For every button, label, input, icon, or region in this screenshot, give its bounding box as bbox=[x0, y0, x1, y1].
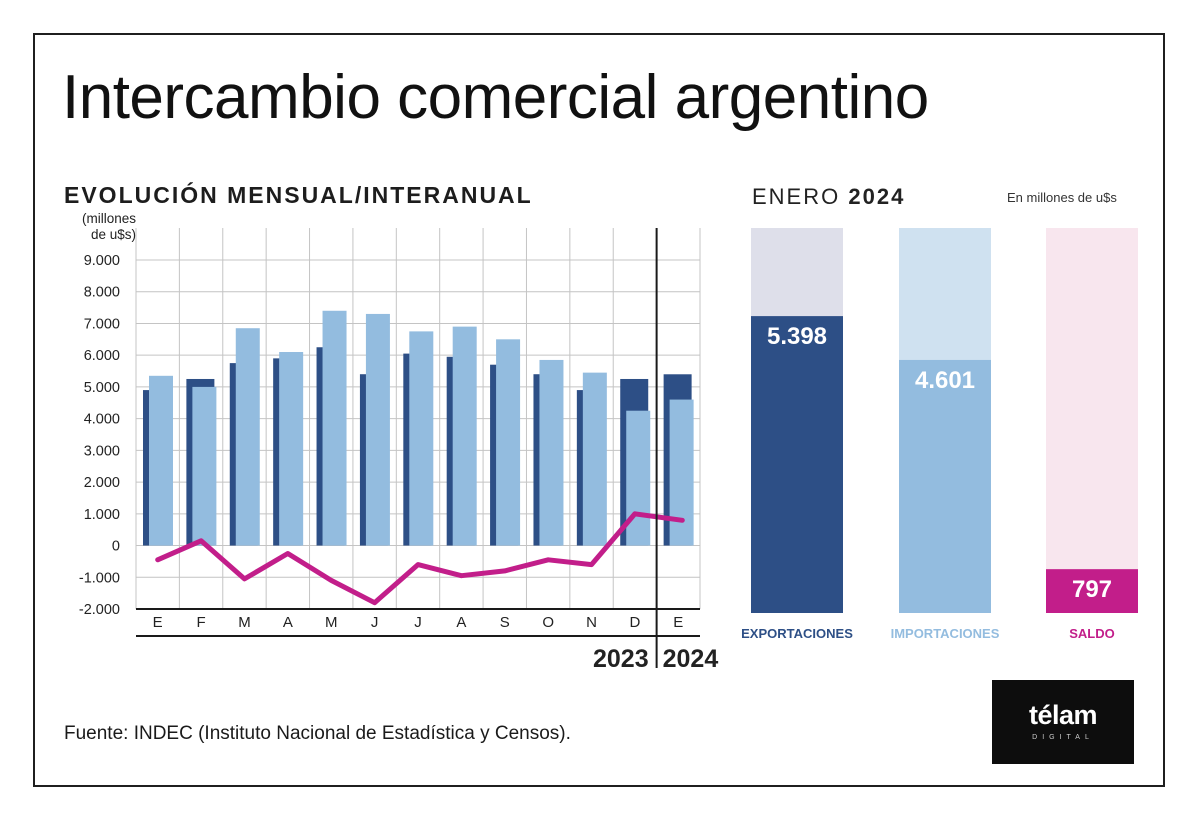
january-chart: 5.398 EXPORTACIONES 4.601 IMPORTACIONES 797 S… bbox=[741, 228, 1138, 641]
import-bar bbox=[409, 331, 434, 546]
y-tick-label: 8.000 bbox=[84, 285, 120, 301]
monthly-chart: 9.000 8.000 7.000 6.000 5.000 4.000 3.000 2.000… bbox=[79, 228, 719, 673]
y-tick-label: 7.000 bbox=[84, 316, 120, 332]
import-bar bbox=[279, 352, 304, 546]
y-tick-label: 4.000 bbox=[84, 412, 120, 428]
x-tick-label: J bbox=[371, 614, 379, 631]
value-bar bbox=[751, 316, 843, 613]
left-units-label: (millones de u$s) bbox=[81, 211, 136, 242]
y-tick-label: 2.000 bbox=[84, 475, 120, 491]
y-tick-label: 3.000 bbox=[84, 443, 120, 459]
x-tick-label: N bbox=[586, 614, 597, 631]
value-bar bbox=[899, 359, 991, 613]
logo-word: télam bbox=[1028, 700, 1098, 730]
import-bar bbox=[496, 339, 521, 546]
y-tick-label: -1.000 bbox=[79, 570, 120, 586]
logo-sub: DIGITAL bbox=[1032, 734, 1094, 741]
import-bar bbox=[539, 359, 564, 546]
right-units-label: En millones de u$s bbox=[1007, 190, 1117, 205]
x-tick-label: E bbox=[153, 614, 163, 631]
x-tick-label: D bbox=[630, 614, 641, 631]
x-tick-label: J bbox=[414, 614, 422, 631]
right-title-prefix: ENERO bbox=[752, 184, 841, 209]
frame-border bbox=[33, 33, 1165, 787]
import-bar bbox=[322, 310, 347, 546]
import-bar bbox=[365, 313, 390, 546]
source-note: Fuente: INDEC (Instituto Nacional de Est… bbox=[64, 723, 571, 744]
y-tick-label: 6.000 bbox=[84, 348, 120, 364]
page-title: Intercambio comercial argentino bbox=[62, 63, 929, 132]
value-bar bbox=[1046, 569, 1138, 613]
category-label: EXPORTACIONES bbox=[741, 626, 853, 641]
import-bar bbox=[626, 410, 651, 546]
category-label: IMPORTACIONES bbox=[891, 626, 1000, 641]
import-bar bbox=[452, 326, 477, 546]
x-tick-label: F bbox=[196, 614, 205, 631]
y-tick-label: 5.000 bbox=[84, 380, 120, 396]
y-tick-label: 1.000 bbox=[84, 507, 120, 523]
x-tick-label: A bbox=[283, 614, 293, 631]
category-label: SALDO bbox=[1069, 626, 1115, 641]
bar-value-label: 4.601 bbox=[915, 367, 975, 394]
x-tick-label: S bbox=[500, 614, 510, 631]
y-tick-label: 0 bbox=[112, 539, 120, 555]
telam-logo: télam DIGITAL bbox=[992, 680, 1134, 764]
right-title-year: 2024 bbox=[848, 184, 906, 209]
x-tick-label: M bbox=[238, 614, 251, 631]
saldo-line bbox=[155, 511, 685, 606]
x-tick-label: E bbox=[673, 614, 683, 631]
y-tick-label: 9.000 bbox=[84, 253, 120, 269]
import-bar bbox=[582, 372, 607, 546]
bar-background bbox=[1046, 228, 1138, 613]
import-bar bbox=[669, 399, 694, 546]
year-label: 2024 bbox=[663, 645, 719, 673]
right-chart-title: ENERO 2024 bbox=[752, 184, 905, 210]
bar-value-label: 5.398 bbox=[767, 323, 827, 350]
year-label: 2023 bbox=[593, 645, 649, 673]
x-tick-label: A bbox=[456, 614, 466, 631]
left-chart-title: EVOLUCIÓN MENSUAL/INTERANUAL bbox=[64, 182, 533, 208]
import-bar bbox=[149, 375, 173, 546]
bar-value-label: 797 bbox=[1072, 576, 1112, 603]
import-bar bbox=[235, 328, 260, 546]
y-tick-label: -2.000 bbox=[79, 602, 120, 618]
x-tick-label: O bbox=[542, 614, 554, 631]
x-tick-label: M bbox=[325, 614, 338, 631]
import-bar bbox=[192, 386, 217, 546]
